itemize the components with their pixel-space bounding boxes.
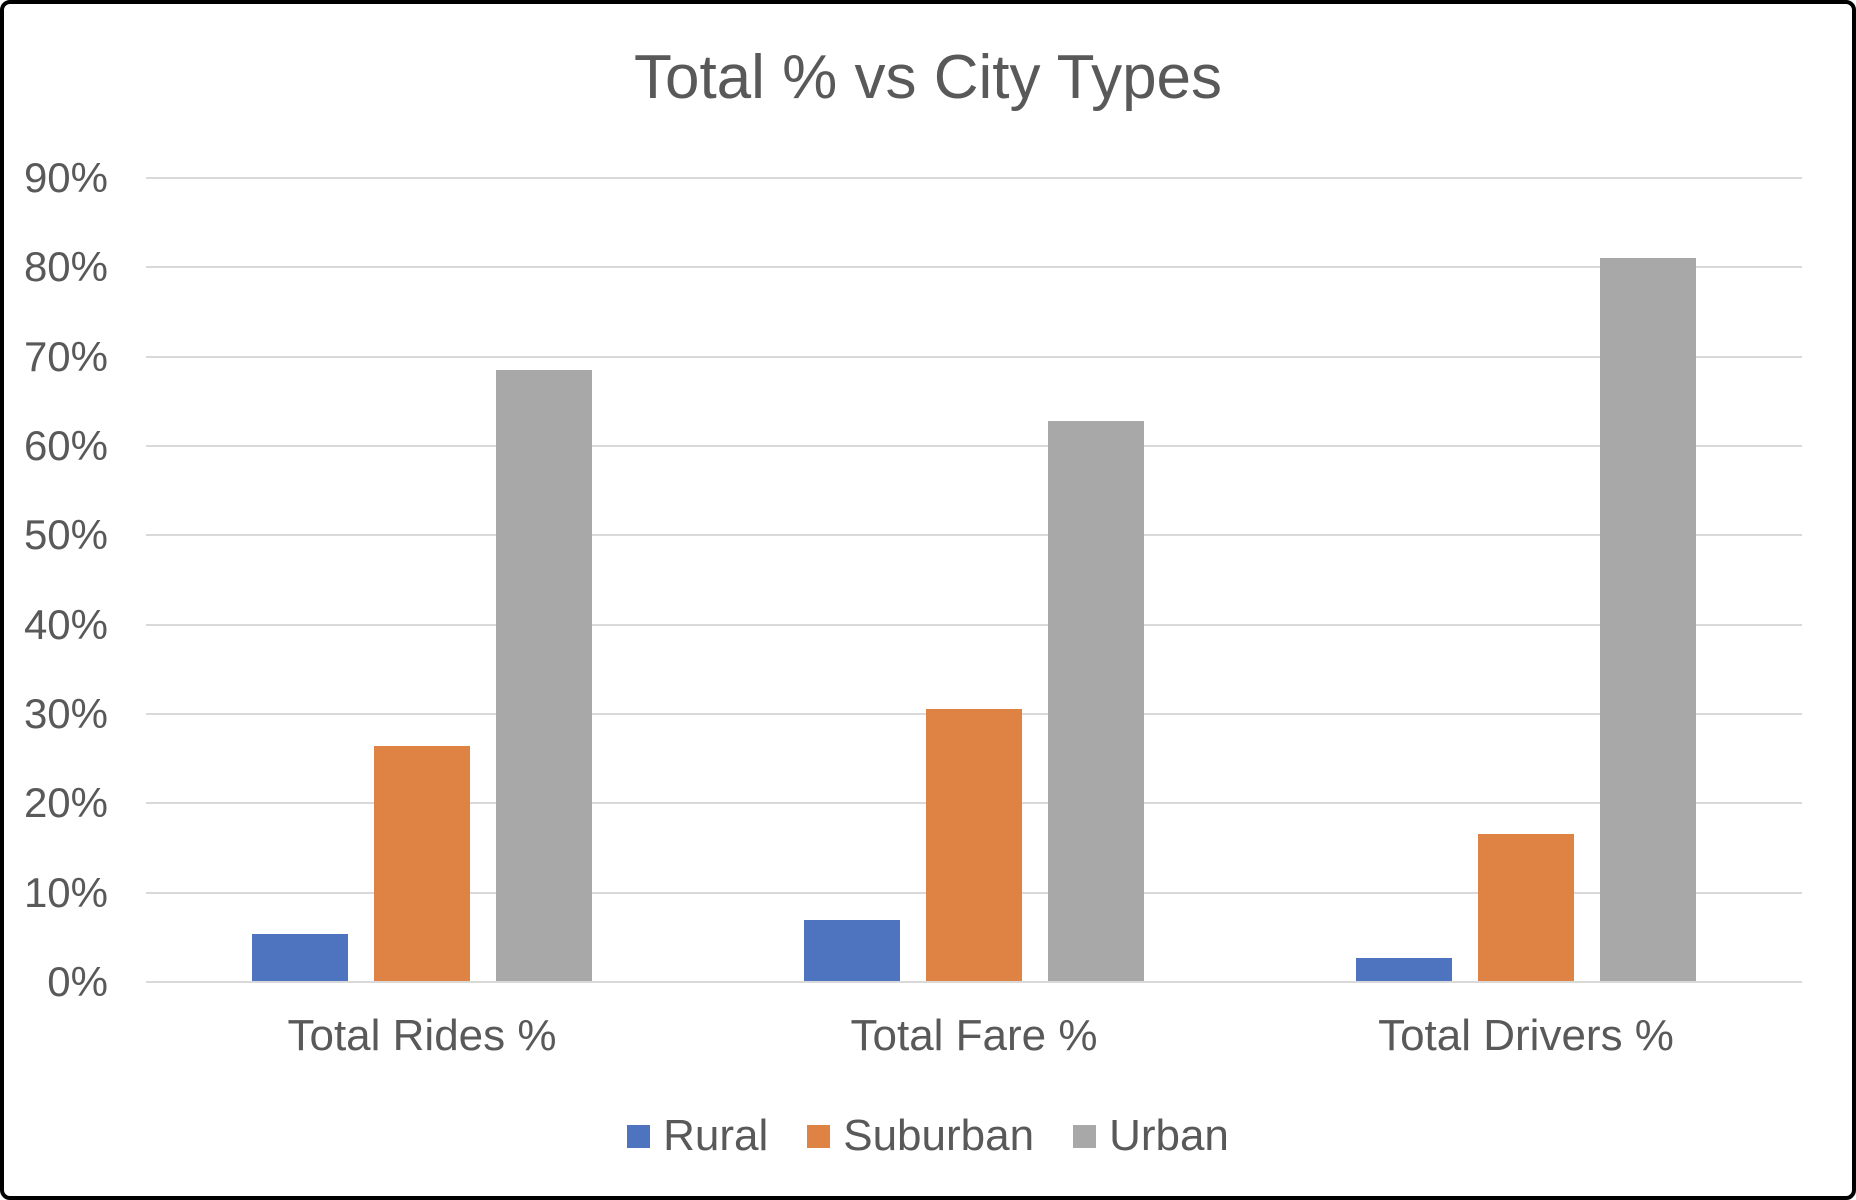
gridline-60 [146,445,1802,447]
bar-suburban-total-drivers [1478,833,1574,981]
y-tick-label-80: 80% [23,243,108,291]
gridline-70 [146,355,1802,358]
legend-label-urban: Urban [1109,1111,1229,1160]
chart-title: Total % vs City Types [633,43,1223,112]
y-tick-label-20: 20% [23,779,108,827]
legend-item-urban: Urban [1073,1112,1229,1160]
bar-urban-total-fare [1048,420,1144,981]
gridline-50 [146,534,1802,537]
y-tick-label-10: 10% [23,868,108,916]
bar-rural-total-rides [251,933,348,981]
x-axis: Total Rides % Total Fare % Total Drivers % [146,1010,1802,1066]
y-tick-label-50: 50% [23,511,108,559]
y-tick-label-90: 90% [23,154,108,201]
y-tick-label-70: 70% [23,332,108,380]
legend-swatch-icon [807,1124,831,1148]
y-axis: 0% 10% 20% 30% 40% 50% 60% 70% 80% 90% [4,157,108,1003]
y-tick-label-40: 40% [23,600,108,648]
bar-suburban-total-fare [926,708,1022,981]
bar-suburban-total-rides [373,746,470,981]
bar-group-total-drivers [1356,258,1696,981]
legend-item-rural: Rural [627,1112,768,1160]
bar-rural-total-drivers [1356,957,1452,981]
x-tick-label-total-rides: Total Rides % [287,1011,557,1060]
bar-urban-total-rides [495,369,592,981]
x-tick-label-total-fare: Total Fare % [850,1011,1098,1060]
legend-item-suburban: Suburban [807,1112,1034,1160]
gridline-90 [146,177,1802,179]
y-tick-label-30: 30% [23,690,108,737]
bar-group-total-fare [804,420,1144,981]
bar-group-total-rides [251,369,592,981]
y-tick-label-0: 0% [47,958,108,1005]
legend-label-suburban: Suburban [843,1111,1035,1160]
x-tick-label-total-drivers: Total Drivers % [1378,1011,1674,1060]
plot-area [146,177,1802,983]
legend: Rural Suburban Urban [4,1112,1852,1160]
bar-rural-total-fare [804,920,900,981]
legend-swatch-icon [627,1124,651,1148]
y-tick-label-60: 60% [23,422,108,469]
gridline-40 [146,623,1802,626]
legend-swatch-icon [1073,1124,1097,1148]
gridline-0 [146,981,1802,983]
bar-urban-total-drivers [1600,258,1696,981]
gridline-80 [146,266,1802,269]
legend-label-rural: Rural [663,1111,769,1160]
